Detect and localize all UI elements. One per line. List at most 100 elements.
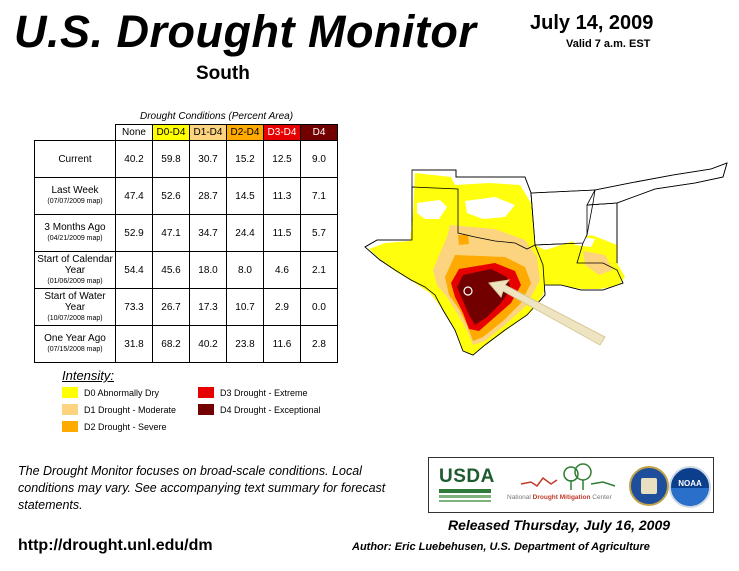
table-cell: 8.0 [226,251,264,289]
row-label: One Year Ago (07/15/2008 map) [34,325,116,363]
row-label: Start of Water Year (10/07/2008 map) [34,288,116,326]
column-header-d1-d4: D1-D4 [189,124,227,141]
table-cell: 9.0 [300,140,338,178]
table-cell: 34.7 [189,214,227,252]
legend-label-d1: D1 Drought - Moderate [84,405,177,415]
tennessee-shape [586,162,728,206]
table-row: Start of Calendar Year (01/06/2009 map) 54… [34,251,338,289]
table-cell: 15.2 [226,140,264,178]
d2-area [458,235,469,245]
row-label: Current [34,140,116,178]
table-cell: 28.7 [189,177,227,215]
legend-swatch-d3 [198,387,214,398]
row-label-text: 3 Months Ago [44,222,106,233]
page-title: U.S. Drought Monitor [14,6,477,57]
legend-swatch-d1 [62,404,78,415]
table-cell: 14.5 [226,177,264,215]
ndmc-name: Drought Mitigation [532,494,591,501]
table-cell: 4.6 [263,251,301,289]
table-row: One Year Ago (07/15/2008 map) 31.8 68.2 40.2… [34,325,338,363]
legend-swatch-d4 [198,404,214,415]
column-header-d0-d4: D0-D4 [152,124,190,141]
row-label-text: Start of Water Year [44,290,106,313]
table-cell: 68.2 [152,325,190,363]
table-cell: 45.6 [152,251,190,289]
website-link[interactable]: http://drought.unl.edu/dm [18,537,213,554]
table-caption: Drought Conditions (Percent Area) [140,111,294,122]
drought-conditions-table: None D0-D4 D1-D4 D2-D4 D3-D4 D4 Current 4… [34,124,338,363]
table-cell: 0.0 [300,288,338,326]
noaa-logo-text: NOAA [678,479,702,488]
row-label: 3 Months Ago (04/21/2009 map) [34,214,116,252]
row-label: Start of Calendar Year (01/06/2009 map) [34,251,116,289]
no-drought-patch [417,200,447,219]
ndmc-prefix: National [507,494,531,501]
table-cell: 54.4 [115,251,153,289]
table-cell: 11.3 [263,177,301,215]
row-label-date: (10/07/2008 map) [47,314,103,322]
commerce-seal-icon [629,466,669,506]
usda-logo-text: USDA [439,466,495,487]
column-header-d3-d4: D3-D4 [263,124,301,141]
table-row: Current 40.2 59.8 30.7 15.2 12.5 9.0 [34,140,338,178]
table-cell: 2.9 [263,288,301,326]
legend-title: Intensity: [62,368,115,383]
table-row: Last Week (07/07/2009 map) 47.4 52.6 28.7 14.… [34,177,338,215]
tree-icon [520,463,616,490]
table-cell: 40.2 [115,140,153,178]
usda-logo: USDA [439,466,495,504]
table-cell: 5.7 [300,214,338,252]
row-label-text: Last Week [51,185,99,196]
noaa-logo-icon: NOAA [669,466,711,508]
legend-swatch-d2 [62,421,78,432]
table-cell: 23.8 [226,325,264,363]
author-credit: Author: Eric Luebehusen, U.S. Department… [352,541,650,553]
legend-label-d4: D4 Drought - Exceptional [220,405,321,415]
release-date: Released Thursday, July 16, 2009 [448,517,671,533]
table-cell: 2.8 [300,325,338,363]
pointer-arrow [488,279,606,346]
table-cell: 52.9 [115,214,153,252]
column-header-none: None [115,124,153,141]
ndmc-logo: National Drought Mitigation Center [507,462,627,508]
valid-time: Valid 7 a.m. EST [566,38,651,50]
row-label-date: (01/06/2009 map) [47,277,103,285]
table-corner [35,125,116,141]
location-marker [463,286,473,296]
table-cell: 31.8 [115,325,153,363]
table-cell: 52.6 [152,177,190,215]
table-cell: 24.4 [226,214,264,252]
table-cell: 59.8 [152,140,190,178]
table-cell: 30.7 [189,140,227,178]
region-subtitle: South [196,63,250,84]
row-label-text: Current [58,153,92,165]
legend-label-d0: D0 Abnormally Dry [84,388,160,398]
legend-swatch-d0 [62,387,78,398]
row-label-date: (07/07/2009 map) [47,198,103,205]
no-drought-patch [570,235,595,247]
table-cell: 26.7 [152,288,190,326]
legend-label-d3: D3 Drought - Extreme [220,388,308,398]
table-cell: 47.4 [115,177,153,215]
table-cell: 18.0 [189,251,227,289]
map-date: July 14, 2009 [530,12,654,34]
drought-map [364,162,728,356]
row-label-date: (07/15/2008 map) [47,346,103,353]
row-label-date: (04/21/2009 map) [47,235,103,242]
legend-label-d2: D2 Drought - Severe [84,422,167,432]
table-row: 3 Months Ago (04/21/2009 map) 52.9 47.1 34.7… [34,214,338,252]
table-cell: 17.3 [189,288,227,326]
table-cell: 2.1 [300,251,338,289]
column-header-d4: D4 [300,124,338,141]
column-header-d2-d4: D2-D4 [226,124,264,141]
table-cell: 11.6 [263,325,301,363]
agency-logos-panel: USDA National Drought Mitigation Center … [428,457,714,513]
table-cell: 12.5 [263,140,301,178]
table-cell: 73.3 [115,288,153,326]
table-row: Start of Water Year (10/07/2008 map) 73.3 2… [34,288,338,326]
no-drought-patch [465,197,515,219]
disclaimer-note: The Drought Monitor focuses on broad-sca… [18,464,386,512]
table-cell: 47.1 [152,214,190,252]
row-label-text: Start of Calendar Year [37,253,113,276]
row-label-text: One Year Ago [44,333,106,344]
